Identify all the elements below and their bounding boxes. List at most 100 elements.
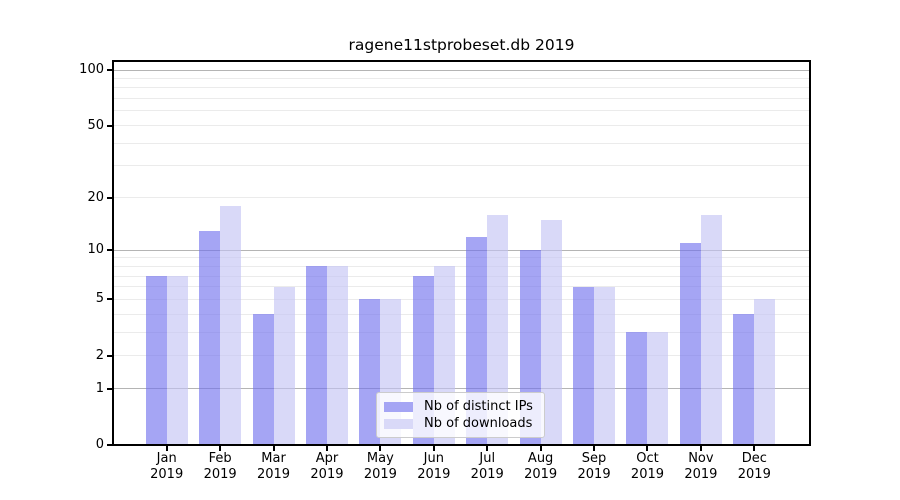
- y-axis-tick: [107, 124, 112, 127]
- x-axis-tick-label: Sep 2019: [567, 451, 621, 483]
- x-axis-tick: [646, 446, 649, 451]
- gridline-minor: [114, 257, 809, 259]
- bar-downloads: [754, 299, 776, 444]
- x-tick-month: Sep: [581, 451, 607, 466]
- bar-distinct-ips: [733, 314, 755, 444]
- x-tick-month: Jun: [423, 451, 444, 466]
- axis-spine-top: [112, 60, 811, 62]
- bar-downloads: [647, 332, 669, 444]
- x-axis-tick-label: May 2019: [353, 451, 407, 483]
- gridline-major: [114, 69, 809, 71]
- x-axis-tick: [219, 446, 222, 451]
- bar-downloads: [700, 214, 722, 444]
- gridline-minor: [114, 265, 809, 267]
- gridline-minor: [114, 87, 809, 89]
- y-axis-tick: [107, 298, 112, 301]
- x-tick-year: 2019: [524, 467, 558, 482]
- bar-distinct-ips: [199, 230, 221, 444]
- x-axis-tick: [593, 446, 596, 451]
- y-axis-tick-label: 10: [87, 242, 104, 258]
- x-axis-tick: [325, 446, 328, 451]
- gridline-minor: [114, 77, 809, 79]
- x-axis-tick-label: Nov 2019: [674, 451, 728, 483]
- x-axis-tick-label: Mar 2019: [247, 451, 301, 483]
- y-axis-tick: [107, 387, 112, 390]
- x-tick-year: 2019: [310, 467, 344, 482]
- x-tick-year: 2019: [684, 467, 718, 482]
- x-axis-tick-label: Jul 2019: [460, 451, 514, 483]
- gridline-minor: [114, 197, 809, 199]
- gridline-minor: [114, 125, 809, 127]
- bar-downloads: [487, 214, 509, 444]
- x-tick-year: 2019: [630, 467, 665, 482]
- y-axis-tick-label: 50: [87, 117, 104, 133]
- x-axis-tick-label: Jun 2019: [407, 451, 461, 483]
- x-tick-year: 2019: [737, 467, 771, 482]
- x-axis-tick-label: Feb 2019: [193, 451, 247, 483]
- x-axis-tick: [539, 446, 542, 451]
- gridline-minor: [114, 331, 809, 333]
- x-axis-tick-label: Aug 2019: [514, 451, 568, 483]
- y-axis-tick: [107, 444, 112, 446]
- x-tick-month: Nov: [688, 451, 714, 466]
- bar-downloads: [273, 286, 295, 444]
- x-axis-tick-label: Dec 2019: [727, 451, 781, 483]
- y-axis-tick: [107, 69, 112, 71]
- bar-downloads: [540, 219, 562, 444]
- axis-spine-left: [112, 60, 114, 446]
- y-axis-tick-label: 20: [87, 189, 104, 205]
- gridline-minor: [114, 313, 809, 315]
- gridline-minor: [114, 110, 809, 112]
- gridline-major: [114, 388, 809, 390]
- x-tick-year: 2019: [470, 467, 504, 482]
- x-tick-year: 2019: [150, 467, 184, 482]
- bar-distinct-ips: [573, 286, 595, 444]
- gridline-minor: [114, 286, 809, 288]
- x-tick-year: 2019: [417, 467, 451, 482]
- bar-downloads: [326, 266, 348, 444]
- axis-spine-bottom: [112, 444, 811, 446]
- bar-downloads: [220, 205, 242, 444]
- x-axis-tick-label: Apr 2019: [300, 451, 354, 483]
- x-tick-year: 2019: [363, 467, 397, 482]
- x-axis-tick: [165, 446, 168, 451]
- legend: Nb of distinct IPs Nb of downloads: [376, 392, 545, 438]
- x-axis-tick-label: Oct 2019: [620, 451, 674, 483]
- x-axis-tick: [432, 446, 435, 451]
- bar-distinct-ips: [305, 266, 327, 444]
- legend-label-downloads: Nb of downloads: [424, 416, 533, 431]
- bar-downloads: [166, 276, 188, 444]
- axis-spine-right: [809, 60, 811, 446]
- bar-distinct-ips: [359, 299, 381, 444]
- legend-swatch-downloads: [384, 418, 413, 429]
- gridline-minor: [114, 298, 809, 300]
- x-tick-month: May: [366, 451, 394, 466]
- x-tick-year: 2019: [256, 467, 291, 482]
- y-axis-tick: [107, 249, 112, 252]
- y-axis-tick-label: 2: [95, 347, 104, 363]
- gridline-minor: [114, 98, 809, 100]
- y-axis-tick-label: 0: [95, 437, 104, 452]
- x-tick-month: Apr: [315, 451, 339, 466]
- bar-downloads: [594, 286, 616, 444]
- gridline-minor: [114, 142, 809, 144]
- legend-swatch-distinct-ips: [384, 401, 413, 412]
- x-axis-tick-label: Jan 2019: [140, 451, 194, 483]
- x-axis-tick: [486, 446, 489, 451]
- y-axis-tick-label: 100: [79, 62, 104, 77]
- chart-title: ragene11stprobeset.db 2019: [348, 36, 575, 54]
- legend-item-distinct-ips: Nb of distinct IPs: [384, 398, 544, 415]
- y-axis-tick-label: 1: [95, 380, 104, 396]
- y-axis-tick: [107, 196, 112, 199]
- x-axis-tick: [753, 446, 756, 451]
- y-axis-tick-label: 5: [95, 291, 104, 307]
- gridline-major: [114, 249, 809, 251]
- x-tick-month: Feb: [208, 451, 232, 466]
- x-axis-tick: [699, 446, 702, 451]
- x-tick-month: Jul: [479, 451, 496, 466]
- gridline-minor: [114, 355, 809, 357]
- x-tick-month: Dec: [741, 451, 767, 466]
- x-tick-month: Mar: [261, 451, 286, 466]
- x-axis-tick: [272, 446, 275, 451]
- x-tick-month: Aug: [527, 451, 554, 466]
